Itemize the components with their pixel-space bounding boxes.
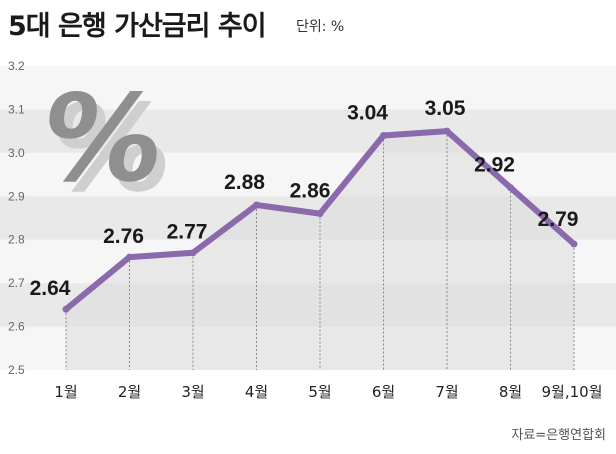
data-point — [507, 184, 514, 192]
data-point — [570, 240, 578, 248]
x-tick-label: 6월 — [372, 383, 395, 401]
x-tick-label: 4월 — [245, 383, 268, 401]
source-note: 자료=은행연합회 — [511, 428, 606, 443]
data-label: 2.77 — [167, 221, 208, 244]
y-tick-label: 3.0 — [8, 146, 25, 160]
drop-lines — [65, 131, 575, 370]
y-tick-label: 3.2 — [8, 59, 25, 73]
data-label: 2.86 — [290, 180, 331, 203]
data-label: 2.64 — [30, 277, 71, 300]
x-tick-label: 3월 — [181, 383, 204, 401]
data-point — [189, 249, 197, 257]
data-points — [62, 127, 578, 313]
y-tick-label: 3.1 — [8, 102, 25, 116]
data-point — [62, 305, 70, 313]
data-label: 2.88 — [224, 171, 265, 194]
y-tick-label: 2.5 — [8, 363, 25, 377]
x-tick-label: 1월 — [54, 383, 77, 401]
y-tick-label: 2.8 — [8, 233, 25, 247]
y-tick-label: 2.6 — [8, 320, 25, 334]
percent-icon: % % — [33, 70, 181, 219]
data-label: 3.04 — [347, 101, 388, 124]
x-tick-label: 2월 — [118, 383, 141, 401]
data-point — [126, 253, 133, 261]
x-tick-label: 9월,10월 — [542, 383, 603, 401]
unit-label: 단위: % — [296, 19, 345, 35]
x-axis-ticks: 1월 2월 3월 4월 5월 6월 7월 8월 9월,10월 — [54, 383, 602, 401]
data-label: 2.92 — [474, 154, 515, 177]
data-point — [443, 127, 451, 135]
data-point — [253, 201, 260, 209]
y-tick-label: 2.7 — [8, 276, 25, 290]
data-labels: 2.64 2.76 2.77 2.88 2.86 3.04 3.05 2.92 2.79 — [30, 97, 579, 300]
grid-band — [0, 109, 616, 153]
y-tick-label: 2.9 — [8, 189, 25, 203]
data-label: 2.79 — [538, 208, 579, 231]
chart-title: 5대 은행 가산금리 추이 — [8, 11, 267, 42]
svg-text:%: % — [41, 80, 181, 219]
x-tick-label: 7월 — [435, 383, 458, 401]
x-tick-label: 5월 — [308, 383, 331, 401]
x-tick-label: 8월 — [499, 383, 522, 401]
data-point — [316, 210, 324, 218]
grid-band — [0, 66, 616, 110]
svg-text:%: % — [33, 70, 173, 209]
data-point — [380, 131, 387, 139]
data-label: 2.76 — [103, 225, 144, 248]
y-axis-ticks: 2.5 2.6 2.7 2.8 2.9 3.0 3.1 3.2 — [8, 59, 25, 377]
data-label: 3.05 — [425, 97, 466, 120]
